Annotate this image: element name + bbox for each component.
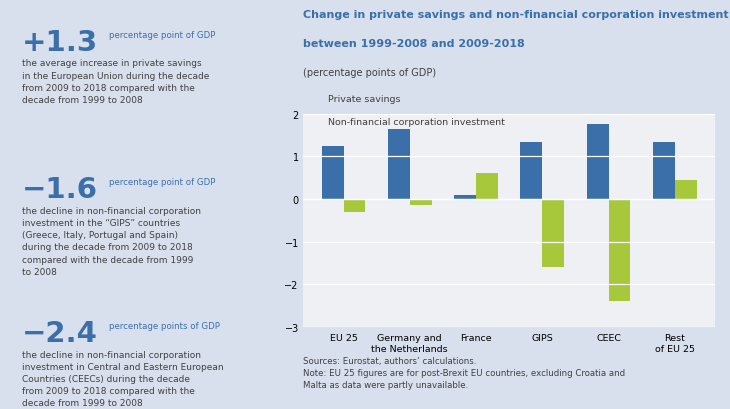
Bar bbox=[410, 200, 431, 206]
Text: between 1999-2008 and 2009-2018: between 1999-2008 and 2009-2018 bbox=[303, 39, 525, 49]
Bar bbox=[520, 142, 542, 200]
Text: Private savings: Private savings bbox=[328, 95, 401, 104]
Text: −1.6: −1.6 bbox=[22, 176, 98, 204]
Text: Change in private savings and non-financial corporation investment: Change in private savings and non-financ… bbox=[303, 10, 729, 20]
Bar bbox=[653, 142, 675, 200]
Text: (percentage points of GDP): (percentage points of GDP) bbox=[303, 67, 436, 77]
Text: +1.3: +1.3 bbox=[22, 29, 98, 56]
Bar bbox=[322, 146, 344, 200]
Text: the average increase in private savings
in the European Union during the decade
: the average increase in private savings … bbox=[22, 59, 210, 105]
Text: Sources: Eurostat, authors’ calculations.
Note: EU 25 figures are for post-Brexi: Sources: Eurostat, authors’ calculations… bbox=[303, 356, 625, 389]
Text: percentage points of GDP: percentage points of GDP bbox=[110, 321, 220, 330]
Text: percentage point of GDP: percentage point of GDP bbox=[110, 31, 216, 40]
Bar bbox=[388, 129, 410, 200]
Text: percentage point of GDP: percentage point of GDP bbox=[110, 178, 216, 187]
Text: −2.4: −2.4 bbox=[22, 319, 98, 347]
Text: the decline in non-financial corporation
investment in the “GIPS” countries
(Gre: the decline in non-financial corporation… bbox=[22, 207, 201, 276]
Bar bbox=[675, 180, 696, 200]
Bar bbox=[476, 173, 498, 200]
Bar bbox=[542, 200, 564, 267]
Bar bbox=[609, 200, 631, 302]
Bar bbox=[454, 196, 476, 200]
Bar bbox=[344, 200, 366, 212]
Text: Non-financial corporation investment: Non-financial corporation investment bbox=[328, 117, 505, 126]
Text: the decline in non-financial corporation
investment in Central and Eastern Europ: the decline in non-financial corporation… bbox=[22, 350, 223, 407]
Bar bbox=[587, 125, 609, 200]
